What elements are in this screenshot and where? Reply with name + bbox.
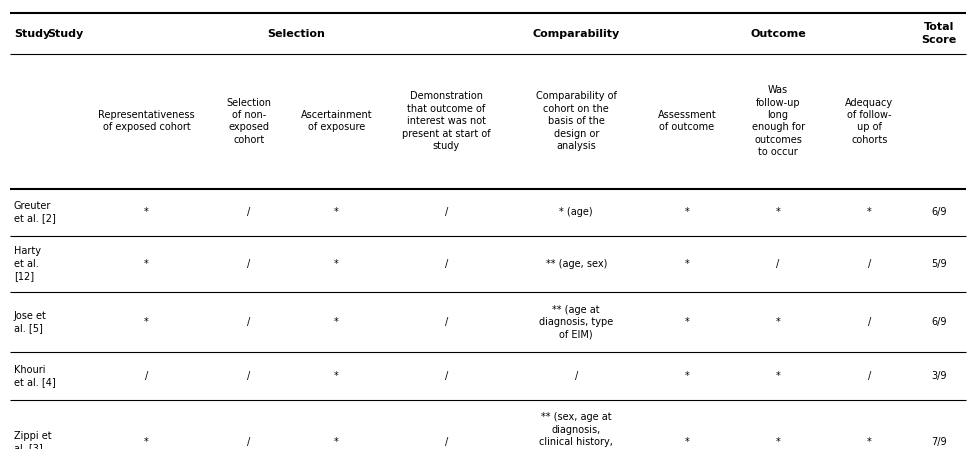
Text: *: * bbox=[776, 371, 781, 381]
Text: *: * bbox=[684, 207, 689, 217]
Text: 5/9: 5/9 bbox=[931, 259, 947, 269]
Text: Total
Score: Total Score bbox=[921, 22, 956, 45]
Text: *: * bbox=[684, 259, 689, 269]
Text: /: / bbox=[247, 317, 251, 327]
Text: Selection: Selection bbox=[267, 29, 325, 39]
Text: Demonstration
that outcome of
interest was not
present at start of
study: Demonstration that outcome of interest w… bbox=[402, 92, 491, 151]
Text: *: * bbox=[776, 207, 781, 217]
Text: *: * bbox=[867, 437, 872, 447]
Text: *: * bbox=[684, 437, 689, 447]
Text: *: * bbox=[776, 317, 781, 327]
Text: /: / bbox=[445, 317, 448, 327]
Text: Greuter
et al. [2]: Greuter et al. [2] bbox=[14, 201, 56, 223]
Text: /: / bbox=[247, 259, 251, 269]
Text: *: * bbox=[334, 259, 339, 269]
Text: *: * bbox=[334, 437, 339, 447]
Text: /: / bbox=[247, 437, 251, 447]
Text: /: / bbox=[445, 259, 448, 269]
Text: *: * bbox=[684, 317, 689, 327]
Text: *: * bbox=[144, 207, 149, 217]
Text: Ascertainment
of exposure: Ascertainment of exposure bbox=[301, 110, 373, 132]
Text: *: * bbox=[144, 317, 149, 327]
Text: *: * bbox=[144, 437, 149, 447]
Text: Khouri
et al. [4]: Khouri et al. [4] bbox=[14, 365, 56, 387]
Text: *: * bbox=[334, 317, 339, 327]
Text: /: / bbox=[575, 371, 578, 381]
Text: ** (sex, age at
diagnosis,
clinical history,
smoking habit,
EIM): ** (sex, age at diagnosis, clinical hist… bbox=[540, 413, 613, 449]
Text: /: / bbox=[445, 207, 448, 217]
Text: Harty
et al.
[12]: Harty et al. [12] bbox=[14, 247, 41, 281]
Text: Was
follow-up
long
enough for
outcomes
to occur: Was follow-up long enough for outcomes t… bbox=[752, 85, 804, 157]
Text: 3/9: 3/9 bbox=[931, 371, 947, 381]
Text: * (age): * (age) bbox=[559, 207, 593, 217]
Text: *: * bbox=[867, 207, 872, 217]
Text: Comparability: Comparability bbox=[533, 29, 620, 39]
Text: Study: Study bbox=[47, 29, 83, 39]
Text: Representativeness
of exposed cohort: Representativeness of exposed cohort bbox=[99, 110, 195, 132]
Text: Outcome: Outcome bbox=[751, 29, 806, 39]
Text: Adequacy
of follow-
up of
cohorts: Adequacy of follow- up of cohorts bbox=[845, 97, 893, 145]
Text: *: * bbox=[334, 207, 339, 217]
Text: 6/9: 6/9 bbox=[931, 317, 947, 327]
Text: /: / bbox=[247, 371, 251, 381]
Text: 6/9: 6/9 bbox=[931, 207, 947, 217]
Text: 7/9: 7/9 bbox=[931, 437, 947, 447]
Text: /: / bbox=[868, 259, 871, 269]
Text: Zippi et
al. [3]: Zippi et al. [3] bbox=[14, 431, 52, 449]
Text: /: / bbox=[445, 437, 448, 447]
Text: *: * bbox=[776, 437, 781, 447]
Text: ** (age at
diagnosis, type
of EIM): ** (age at diagnosis, type of EIM) bbox=[539, 305, 613, 339]
Text: /: / bbox=[868, 371, 871, 381]
Text: ** (age, sex): ** (age, sex) bbox=[546, 259, 607, 269]
Text: *: * bbox=[334, 371, 339, 381]
Text: *: * bbox=[684, 371, 689, 381]
Text: /: / bbox=[445, 371, 448, 381]
Text: /: / bbox=[777, 259, 780, 269]
Text: /: / bbox=[247, 207, 251, 217]
Text: *: * bbox=[144, 259, 149, 269]
Text: Jose et
al. [5]: Jose et al. [5] bbox=[14, 311, 47, 333]
Text: /: / bbox=[868, 317, 871, 327]
Text: Study: Study bbox=[15, 29, 51, 39]
Text: Selection
of non-
exposed
cohort: Selection of non- exposed cohort bbox=[226, 97, 271, 145]
Text: Comparability of
cohort on the
basis of the
design or
analysis: Comparability of cohort on the basis of … bbox=[536, 92, 617, 151]
Text: /: / bbox=[144, 371, 148, 381]
Text: Assessment
of outcome: Assessment of outcome bbox=[658, 110, 716, 132]
